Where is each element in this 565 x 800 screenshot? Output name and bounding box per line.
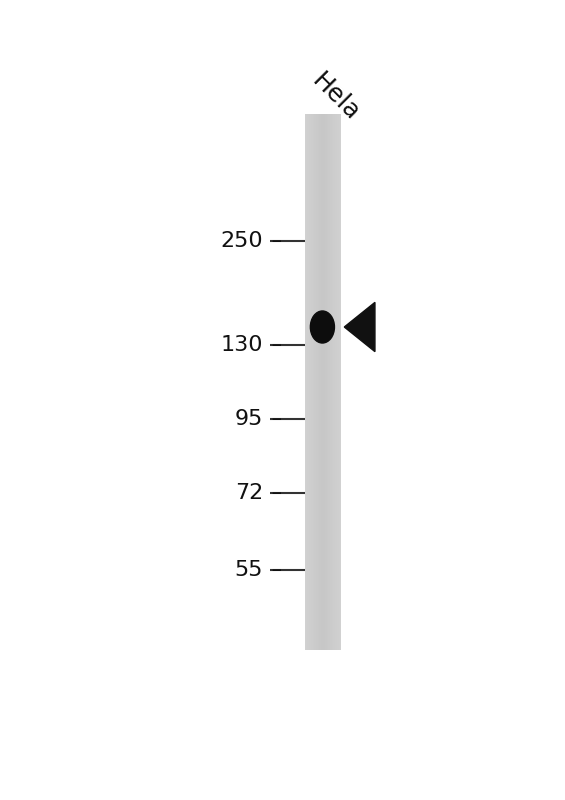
Text: –: – bbox=[266, 410, 282, 430]
Text: 55: 55 bbox=[235, 560, 263, 580]
Text: 95: 95 bbox=[235, 410, 263, 430]
Text: 130: 130 bbox=[221, 335, 263, 355]
Text: –: – bbox=[266, 335, 282, 355]
Text: –: – bbox=[266, 560, 282, 580]
Ellipse shape bbox=[310, 311, 334, 343]
Polygon shape bbox=[344, 302, 375, 352]
Text: 250: 250 bbox=[221, 230, 263, 250]
Text: Hela: Hela bbox=[307, 68, 364, 126]
Text: –: – bbox=[266, 483, 282, 503]
Text: 72: 72 bbox=[235, 483, 263, 503]
Text: –: – bbox=[266, 230, 282, 250]
